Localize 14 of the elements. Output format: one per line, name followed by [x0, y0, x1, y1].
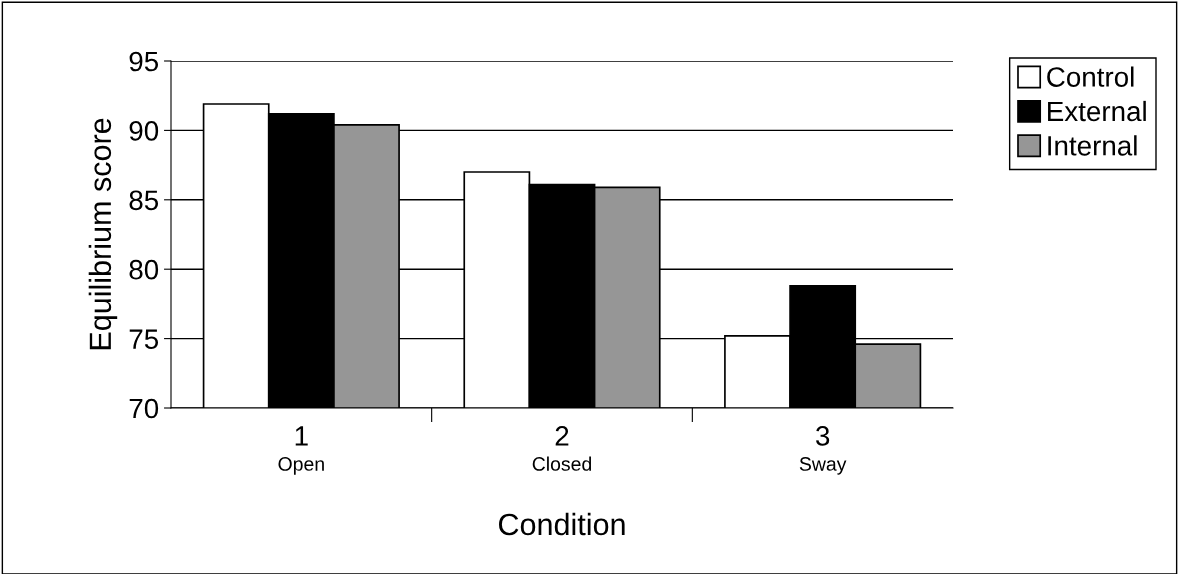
y-tick-label: 75: [129, 329, 159, 349]
x-tick-label: 3 Sway: [799, 426, 847, 475]
x-axis-title: Condition: [499, 512, 625, 536]
x-tick-label: 1 Open: [278, 426, 324, 475]
y-tick-label: 80: [129, 259, 159, 280]
y-tick-label: 85: [129, 190, 159, 211]
x-tick-label: 2 Closed: [532, 426, 592, 471]
y-tick-label: 90: [129, 121, 159, 141]
legend-label: Control: [1047, 66, 1134, 87]
legend-label: Internal: [1048, 135, 1137, 156]
y-tick-label: 70: [129, 398, 159, 419]
legend-label: External: [1048, 100, 1146, 122]
y-tick-label: 95: [129, 51, 159, 72]
y-axis-title: Equilibrium score: [88, 118, 118, 350]
